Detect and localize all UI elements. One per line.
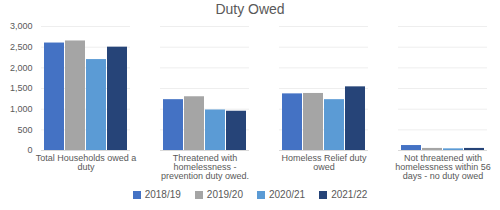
html-text:2018/19: 2018/19 [144, 189, 181, 200]
svg-text:Not threatened withhomelessnes: Not threatened withhomelessness within 5… [395, 153, 491, 181]
svg-text:Homeless Relief dutyowed: Homeless Relief dutyowed [281, 153, 367, 172]
svg-text:2,500: 2,500 [10, 42, 33, 52]
html-text:Duty Owed: Duty Owed [215, 1, 285, 17]
svg-text:500: 500 [17, 125, 32, 135]
svg-text:0: 0 [27, 145, 32, 155]
html-text:2019/20: 2019/20 [206, 189, 243, 200]
svg-text:1,500: 1,500 [10, 83, 33, 93]
svg-text:Threatened withhomelessness -p: Threatened withhomelessness -prevention … [161, 153, 249, 181]
html-text:2021/22: 2021/22 [331, 189, 368, 200]
svg-text:1,000: 1,000 [10, 104, 33, 114]
svg-text:Total Households owed aduty: Total Households owed aduty [36, 153, 137, 172]
svg-text:2,000: 2,000 [10, 63, 33, 73]
html-text:2020/21: 2020/21 [269, 189, 306, 200]
svg-text:3,000: 3,000 [10, 21, 33, 31]
